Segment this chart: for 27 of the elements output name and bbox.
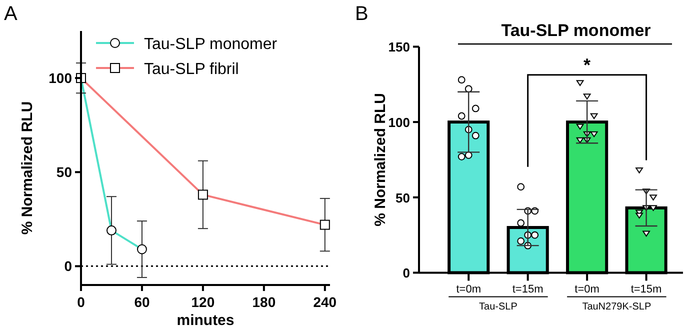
x-tick-label: 60 bbox=[134, 294, 150, 310]
legend-label: Tau-SLP monomer bbox=[144, 36, 278, 53]
x-tick-label: 240 bbox=[313, 294, 337, 310]
x-tick-label: 120 bbox=[191, 294, 215, 310]
chart-title: Tau-SLP monomer bbox=[501, 21, 652, 40]
y-tick-label: 50 bbox=[56, 164, 72, 180]
text: A bbox=[4, 3, 18, 25]
legend-label: t=0m bbox=[456, 284, 481, 296]
text: t=0m bbox=[574, 284, 600, 296]
x-axis-title: minutes bbox=[176, 312, 234, 329]
y-tick-label: 100 bbox=[48, 70, 72, 86]
legend-label: t=15m bbox=[512, 284, 544, 296]
text: t=15m bbox=[630, 284, 662, 296]
text: B bbox=[355, 3, 368, 25]
x-tick-label: 180 bbox=[252, 294, 276, 310]
x-tick-label: TauN279K-SLP bbox=[582, 302, 652, 313]
y-tick-label: 100 bbox=[388, 115, 410, 130]
y-tick-label: 50 bbox=[396, 190, 410, 206]
y-axis-title: % Normalized RLU bbox=[372, 93, 389, 226]
y-axis-title: % Normalized RLU bbox=[19, 101, 36, 235]
x-tick-label: 0 bbox=[77, 294, 86, 310]
legend-label: Tau-SLP fibril bbox=[144, 61, 239, 78]
x-tick-label: Tau-SLP bbox=[479, 302, 518, 313]
y-tick-label: 0 bbox=[402, 266, 410, 281]
y-tick-label: 0 bbox=[64, 258, 72, 274]
y-tick-label: 150 bbox=[388, 40, 410, 55]
annotation: * bbox=[584, 54, 591, 75]
